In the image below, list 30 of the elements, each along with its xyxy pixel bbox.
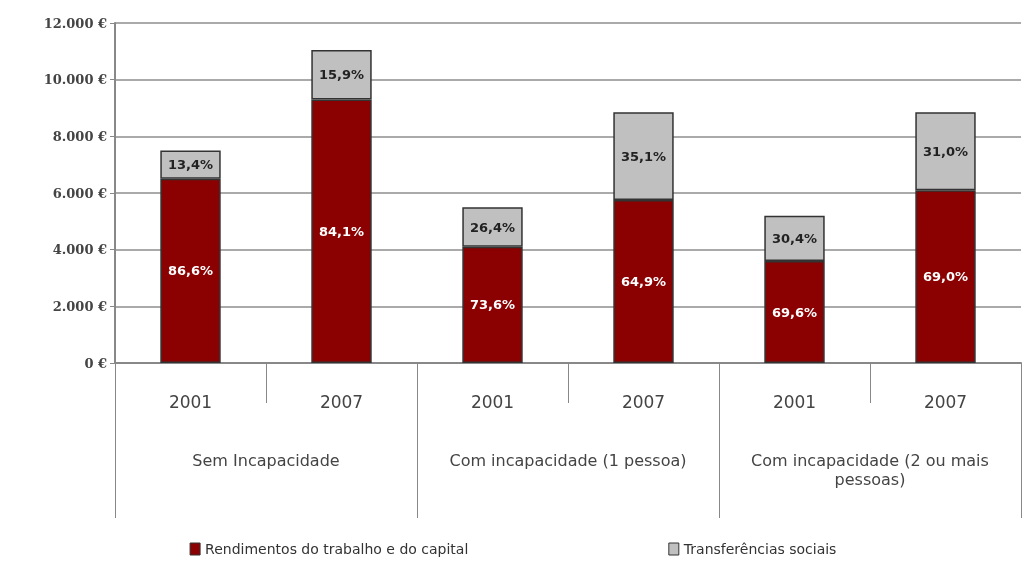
y-tick-label: 12.000 € (43, 15, 107, 31)
legend-label: Transferências sociais (682, 541, 837, 557)
annotation: 31,0% (922, 143, 969, 159)
annotation: 15,9% (318, 67, 365, 83)
annotation: 69,6% (771, 304, 818, 320)
x-tick-label: 2001 (772, 391, 817, 412)
y-tick-label: 2.000 € (52, 298, 107, 314)
annotation: 73,6% (469, 297, 516, 313)
y-tick-label: 0 € (84, 355, 107, 371)
annotation: 69,0% (922, 269, 969, 285)
group-label: Com incapacidade (2 ou mais pessoas) (750, 451, 990, 489)
annotation: 86,6% (167, 263, 214, 279)
x-tick-label: 2007 (319, 391, 364, 412)
y-tick-label: 8.000 € (52, 128, 107, 144)
x-tick-label: 2001 (470, 391, 515, 412)
annotation: 13,4% (167, 157, 214, 173)
annotation: 35,1% (620, 148, 667, 164)
annotation: 30,4% (771, 230, 818, 246)
x-tick-label: 2007 (621, 391, 666, 412)
group-label: Com incapacidade (1 pessoa) (448, 451, 688, 470)
x-tick-label: 2001 (168, 391, 213, 412)
annotation: 26,4% (469, 219, 516, 235)
legend-label: Rendimentos do trabalho e do capital (205, 541, 469, 557)
y-tick-label: 6.000 € (52, 185, 107, 201)
y-tick-label: 10.000 € (43, 72, 107, 88)
y-tick-label: 4.000 € (52, 242, 107, 258)
x-tick-label: 2007 (923, 391, 968, 412)
group-label: Sem Incapacidade (191, 451, 341, 470)
annotation: 64,9% (620, 274, 667, 290)
annotation: 84,1% (318, 223, 365, 239)
